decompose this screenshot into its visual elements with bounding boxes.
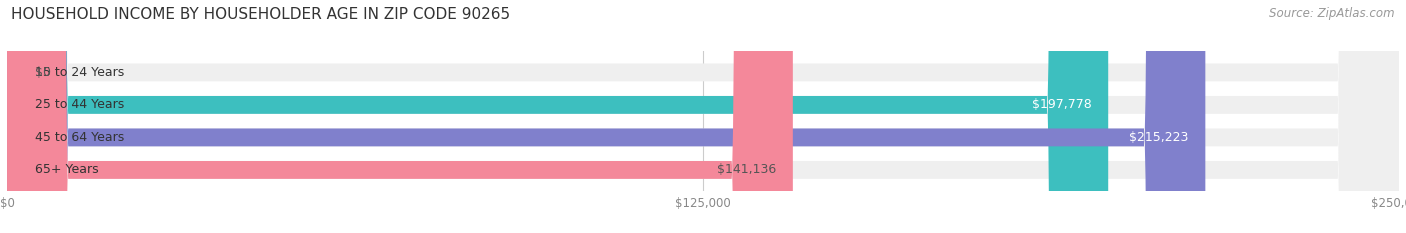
FancyBboxPatch shape [7, 0, 1108, 233]
Text: $197,778: $197,778 [1032, 98, 1091, 111]
Text: $141,136: $141,136 [717, 163, 776, 176]
Text: Source: ZipAtlas.com: Source: ZipAtlas.com [1270, 7, 1395, 20]
FancyBboxPatch shape [7, 0, 1399, 233]
Text: 65+ Years: 65+ Years [35, 163, 98, 176]
Text: HOUSEHOLD INCOME BY HOUSEHOLDER AGE IN ZIP CODE 90265: HOUSEHOLD INCOME BY HOUSEHOLDER AGE IN Z… [11, 7, 510, 22]
FancyBboxPatch shape [7, 0, 793, 233]
Text: 25 to 44 Years: 25 to 44 Years [35, 98, 124, 111]
FancyBboxPatch shape [7, 0, 1399, 233]
FancyBboxPatch shape [7, 0, 1205, 233]
Text: $215,223: $215,223 [1129, 131, 1188, 144]
Text: $0: $0 [35, 66, 51, 79]
FancyBboxPatch shape [7, 0, 1399, 233]
Text: 45 to 64 Years: 45 to 64 Years [35, 131, 124, 144]
FancyBboxPatch shape [7, 0, 1399, 233]
Text: 15 to 24 Years: 15 to 24 Years [35, 66, 124, 79]
